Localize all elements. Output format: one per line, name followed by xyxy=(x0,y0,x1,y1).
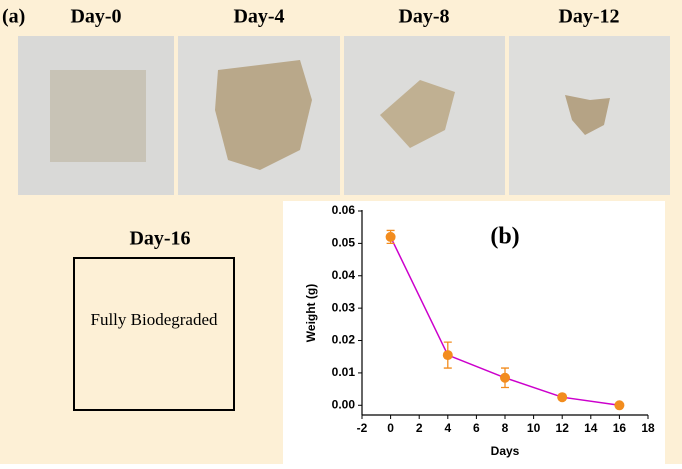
film xyxy=(380,80,455,148)
film xyxy=(565,95,610,135)
annotation: (b) xyxy=(490,224,519,250)
day-label: Day-12 xyxy=(558,6,619,28)
x-tick-label: 2 xyxy=(416,421,423,435)
note-box: Fully Biodegraded xyxy=(90,310,218,329)
photos xyxy=(18,36,670,195)
film xyxy=(215,60,312,170)
y-tick-label: 0.03 xyxy=(332,300,356,314)
x-tick-label: 14 xyxy=(584,421,598,435)
marker xyxy=(557,392,568,403)
y-tick-label: 0.04 xyxy=(332,268,356,282)
y-axis-title: Weight (g) xyxy=(304,284,318,342)
x-tick-label: 6 xyxy=(473,421,480,435)
y-tick-label: 0.05 xyxy=(332,236,356,250)
marker xyxy=(442,350,453,361)
x-tick-label: 16 xyxy=(613,421,627,435)
marker xyxy=(614,400,625,411)
chart: Day-0 Day-4 Day-8 Day-12 0.00 0.01 0.02 0.03 0.0… xyxy=(70,6,655,459)
x-tick-label: -2 xyxy=(357,421,368,435)
x-tick-label: 4 xyxy=(444,421,451,435)
day16-label: Day-16 xyxy=(129,228,190,250)
day-label: Day-8 xyxy=(398,6,449,28)
empty-box xyxy=(73,257,235,411)
chart-panel xyxy=(283,201,665,464)
x-tick-label: 12 xyxy=(556,421,570,435)
marker xyxy=(385,231,396,242)
x-tick-label: 0 xyxy=(387,421,394,435)
y-tick-label: 0.06 xyxy=(332,203,356,217)
y-tick-label: 0.02 xyxy=(332,333,356,347)
day-label: Day-0 xyxy=(70,6,121,28)
film xyxy=(50,70,146,162)
x-tick-label: 8 xyxy=(502,421,509,435)
y-tick-label: 0.01 xyxy=(332,365,356,379)
day-label: Day-4 xyxy=(233,6,284,28)
y-tick-label: 0.00 xyxy=(332,397,356,411)
marker xyxy=(500,372,510,383)
x-axis-title: Days xyxy=(491,444,520,458)
note: Fully Biodegraded xyxy=(90,310,218,329)
x-tick-label: 10 xyxy=(527,421,541,435)
panel-label: (a) xyxy=(2,6,25,28)
x-tick-label: 18 xyxy=(641,421,655,435)
